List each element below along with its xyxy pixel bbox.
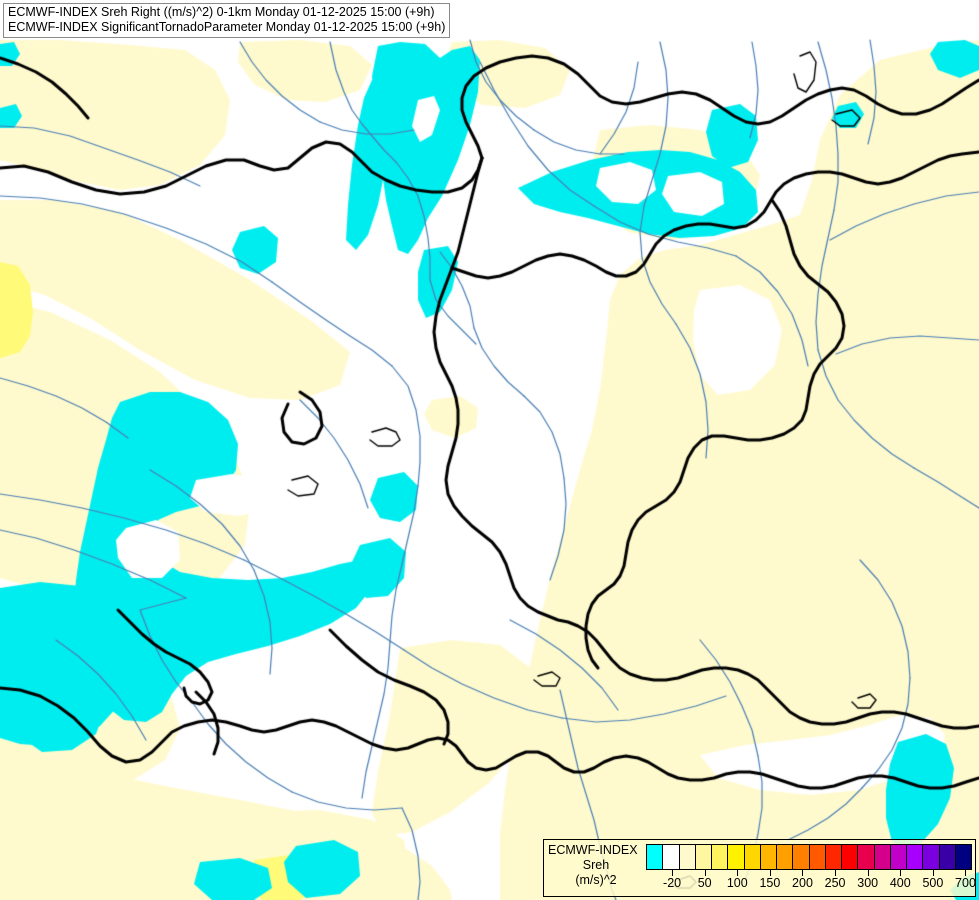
colorbar-swatch-18: [939, 845, 956, 869]
colorbar-tick-label-9: 700: [955, 876, 976, 890]
colorbar-swatches: [646, 844, 972, 870]
colorbar-tick-label-0: -20: [663, 876, 682, 890]
colorbar-tick-label-4: 200: [792, 876, 813, 890]
colorbar-tick-label-2: 100: [726, 876, 748, 890]
map-title-line-2: ECMWF-INDEX SignificantTornadoParameter …: [8, 20, 446, 34]
legend-title-line-2: Sreh: [582, 858, 610, 872]
colorbar-tick-mark-7: [900, 870, 902, 876]
colorbar-swatch-9: [793, 845, 810, 869]
colorbar-swatch-13: [858, 845, 875, 869]
colorbar-swatch-5: [728, 845, 745, 869]
colorbar-swatch-11: [825, 845, 842, 869]
colorbar-tick-label-3: 150: [759, 876, 781, 890]
map-title-line-1: ECMWF-INDEX Sreh Right ((m/s)^2) 0-1km M…: [8, 5, 435, 19]
colorbar-tick-mark-1: [704, 870, 706, 876]
colorbar-swatch-15: [890, 845, 907, 869]
colorbar-tick-mark-8: [932, 870, 934, 876]
legend-title-line-1: ECMWF-INDEX: [548, 843, 638, 857]
colorbar-swatch-12: [842, 845, 859, 869]
colorbar-swatch-3: [695, 845, 712, 869]
colorbar-tick-label-1: 50: [697, 876, 712, 890]
colorbar-swatch-4: [712, 845, 729, 869]
colorbar-swatch-6: [744, 845, 761, 869]
map-title-box: ECMWF-INDEX Sreh Right ((m/s)^2) 0-1km M…: [3, 3, 451, 38]
colorbar-tick-mark-9: [965, 870, 967, 876]
colorbar-tick-mark-0: [672, 870, 674, 876]
colorbar-swatch-7: [760, 845, 777, 869]
colorbar-swatch-14: [874, 845, 891, 869]
colorbar-swatch-17: [923, 845, 940, 869]
colorbar-tick-mark-4: [802, 870, 804, 876]
colorbar-tick-label-6: 300: [857, 876, 879, 890]
colorbar-swatch-8: [777, 845, 794, 869]
colorbar-swatch-0: [647, 845, 664, 869]
colorbar-tick-mark-2: [737, 870, 739, 876]
colorbar-ticks: -20 50 100 150 200 250 300 400 500 700: [646, 870, 976, 896]
colorbar-tick-label-5: 250: [824, 876, 846, 890]
colorbar-swatch-10: [809, 845, 826, 869]
colorbar-tick-mark-6: [867, 870, 869, 876]
colorbar-legend: ECMWF-INDEX Sreh (m/s)^2 -20 50 100 150 200 2…: [543, 839, 976, 897]
colorbar-tick-label-8: 500: [922, 876, 944, 890]
colorbar-tick-mark-5: [835, 870, 837, 876]
legend-title-line-3: (m/s)^2: [575, 873, 617, 887]
colorbar-tick-mark-3: [769, 870, 771, 876]
colorbar-swatch-2: [679, 845, 696, 869]
legend-title-group: ECMWF-INDEX Sreh (m/s)^2: [548, 843, 644, 888]
colorbar-swatch-16: [907, 845, 924, 869]
colorbar-tick-label-7: 400: [889, 876, 911, 890]
colorbar-swatch-1: [663, 845, 680, 869]
colorbar-swatch-19: [955, 845, 971, 869]
